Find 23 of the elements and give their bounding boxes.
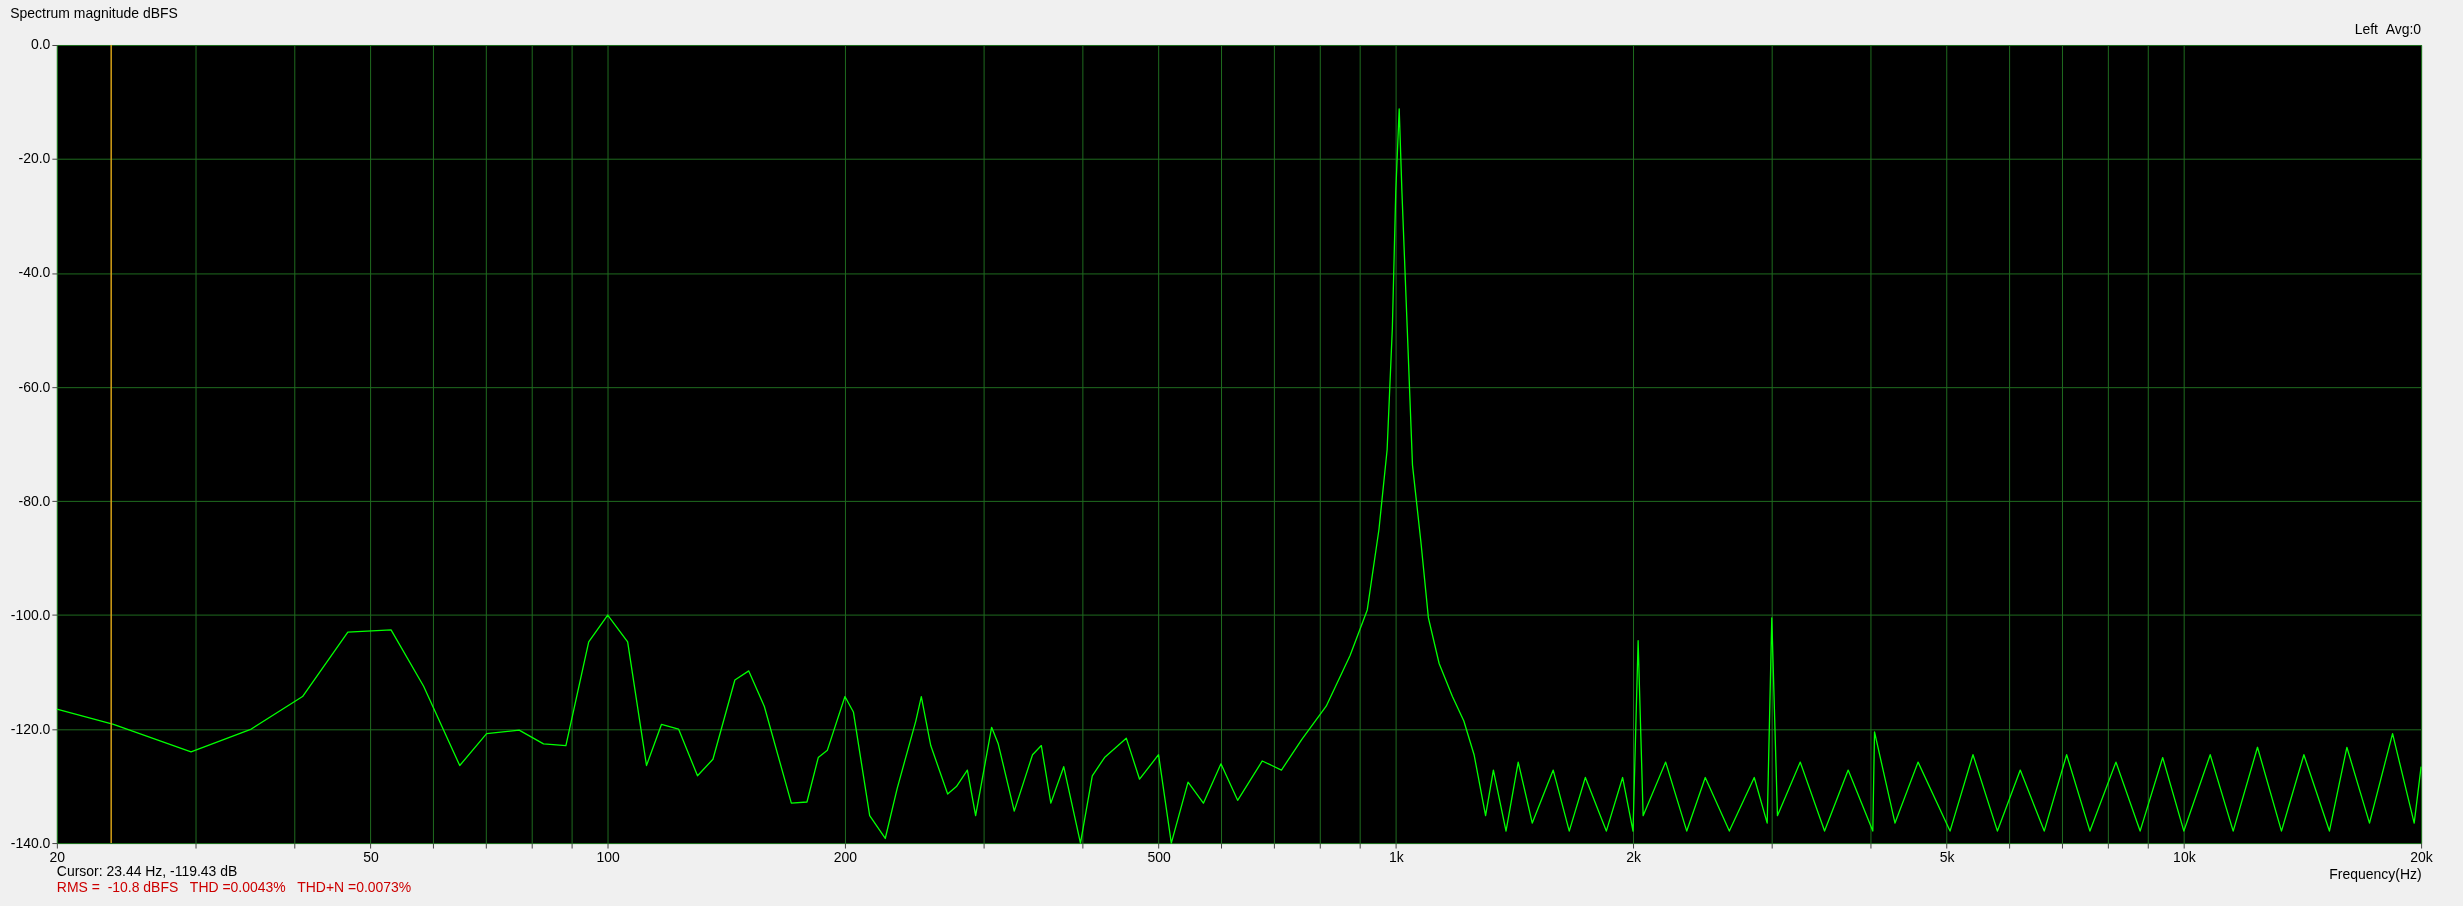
- y-tick-label: 0.0: [30, 36, 51, 53]
- x-tick-label: 10k: [2173, 848, 2196, 865]
- y-tick-label: -40.0: [18, 264, 51, 281]
- x-tick-label: 20k: [2410, 848, 2433, 865]
- x-tick-label: 1k: [1388, 848, 1404, 865]
- y-tick-label: -140.0: [10, 834, 51, 851]
- x-tick-label: 2k: [1626, 848, 1641, 865]
- x-tick-label: 5k: [1939, 848, 1955, 865]
- x-tick-label: 500: [1147, 848, 1171, 865]
- y-tick-label: -100.0: [10, 606, 51, 623]
- text: RMS = -10.8 dBFS THD =0.0043% THD+N =0.0073%: [56, 878, 412, 895]
- x-tick-label: 20: [49, 848, 66, 865]
- x-tick-label: 100: [596, 848, 621, 865]
- x-tick-label: 50: [363, 848, 379, 865]
- y-tick-label: -80.0: [18, 492, 51, 509]
- x-tick-label: 200: [833, 848, 858, 865]
- y-tick-label: -20.0: [18, 150, 51, 167]
- y-tick-label: -60.0: [18, 378, 51, 395]
- chart-title: Spectrum magnitude dBFS: [10, 5, 178, 22]
- x-axis-title: Frequency(Hz): [2329, 866, 2422, 883]
- y-tick-label: -120.0: [10, 720, 51, 737]
- text: Left Avg:0: [2354, 21, 2422, 38]
- text: Cursor: 23.44 Hz, -119.43 dB: [56, 862, 238, 879]
